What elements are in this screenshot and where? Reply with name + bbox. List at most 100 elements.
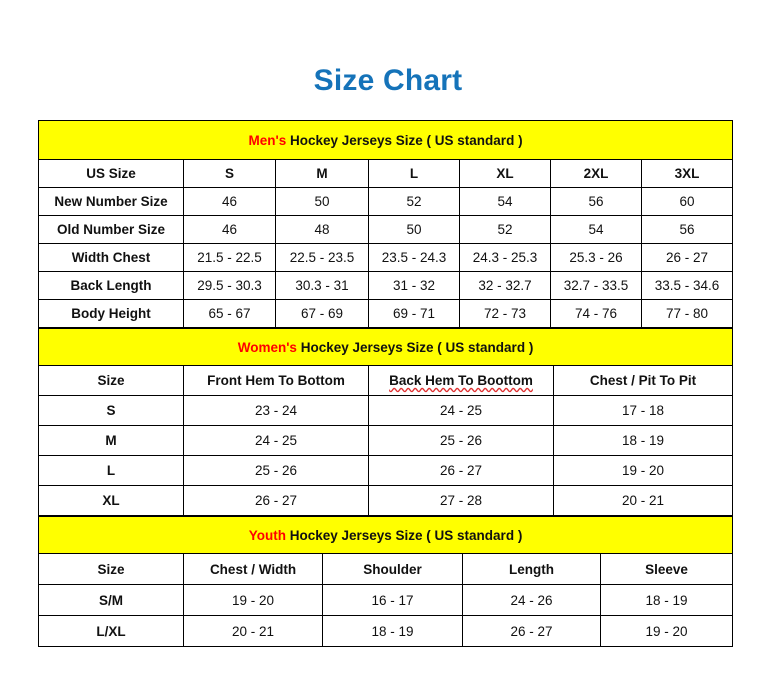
cell: 56 — [550, 187, 642, 216]
cell: 69 - 71 — [368, 299, 460, 328]
mens-band-rest: Hockey Jerseys Size ( US standard ) — [286, 132, 523, 148]
womens-col-header: Front Hem To Bottom — [183, 365, 369, 396]
youth-section-band: Youth Hockey Jerseys Size ( US standard … — [37, 516, 734, 554]
cell: 46 — [183, 215, 276, 244]
youth-col-header: Sleeve — [599, 553, 734, 585]
row-label: L — [38, 455, 184, 486]
cell: 48 — [275, 215, 369, 244]
cell: 32.7 - 33.5 — [550, 271, 642, 300]
youth-band-accent: Youth — [248, 527, 286, 543]
cell: 26 - 27 — [368, 455, 554, 486]
youth-header-row: Size Chest / Width Shoulder Length Sleev… — [38, 553, 734, 585]
cell: 26 - 27 — [183, 485, 369, 516]
cell: 54 — [459, 187, 551, 216]
cell: 16 - 17 — [322, 584, 463, 616]
table-row: M 24 - 25 25 - 26 18 - 19 — [38, 425, 734, 456]
cell: 20 - 21 — [183, 615, 323, 647]
row-label: Body Height — [38, 299, 184, 328]
cell: 26 - 27 — [640, 243, 734, 272]
womens-band-accent: Women's — [237, 339, 297, 355]
misspelled-word: Back Hem To Boottom — [389, 373, 533, 388]
size-tables: Men's Hockey Jerseys Size ( US standard … — [37, 120, 734, 647]
row-label: New Number Size — [38, 187, 184, 216]
cell: 25 - 26 — [368, 425, 554, 456]
womens-col-header-misspelled: Back Hem To Boottom — [368, 365, 554, 396]
cell: 77 - 80 — [640, 299, 734, 328]
cell: 72 - 73 — [459, 299, 551, 328]
table-row: L/XL 20 - 21 18 - 19 26 - 27 19 - 20 — [38, 615, 734, 647]
cell: 52 — [459, 215, 551, 244]
cell: 27 - 28 — [368, 485, 554, 516]
cell: 65 - 67 — [183, 299, 276, 328]
youth-col-header: Shoulder — [322, 553, 463, 585]
table-row: S 23 - 24 24 - 25 17 - 18 — [38, 395, 734, 426]
cell: 30.3 - 31 — [275, 271, 369, 300]
mens-section-band-row: Men's Hockey Jerseys Size ( US standard … — [37, 120, 734, 160]
table-row: New Number Size 46 50 52 54 56 60 — [38, 187, 734, 216]
mens-header-row: US Size S M L XL 2XL 3XL — [38, 159, 734, 188]
mens-col-header: L — [368, 159, 460, 188]
mens-col-header: 2XL — [550, 159, 642, 188]
youth-size-table: Youth Hockey Jerseys Size ( US standard … — [37, 516, 734, 647]
table-row: Body Height 65 - 67 67 - 69 69 - 71 72 -… — [38, 299, 734, 328]
youth-col-header: Size — [38, 553, 184, 585]
womens-band-rest: Hockey Jerseys Size ( US standard ) — [296, 339, 534, 355]
cell: 50 — [368, 215, 460, 244]
mens-band-accent: Men's — [248, 132, 287, 148]
cell: 67 - 69 — [275, 299, 369, 328]
cell: 24.3 - 25.3 — [459, 243, 551, 272]
cell: 60 — [640, 187, 734, 216]
cell: 31 - 32 — [368, 271, 460, 300]
table-row: Width Chest 21.5 - 22.5 22.5 - 23.5 23.5… — [38, 243, 734, 272]
cell: 22.5 - 23.5 — [275, 243, 369, 272]
cell: 25.3 - 26 — [550, 243, 642, 272]
womens-section-band: Women's Hockey Jerseys Size ( US standar… — [37, 328, 734, 366]
cell: 19 - 20 — [599, 615, 734, 647]
cell: 18 - 19 — [552, 425, 734, 456]
womens-col-header: Chest / Pit To Pit — [552, 365, 734, 396]
cell: 74 - 76 — [550, 299, 642, 328]
womens-header-row: Size Front Hem To Bottom Back Hem To Boo… — [38, 365, 734, 396]
cell: 46 — [183, 187, 276, 216]
mens-col-header: M — [275, 159, 369, 188]
cell: 19 - 20 — [183, 584, 323, 616]
cell: 18 - 19 — [599, 584, 734, 616]
mens-size-table: Men's Hockey Jerseys Size ( US standard … — [37, 120, 734, 328]
cell: 32 - 32.7 — [459, 271, 551, 300]
cell: 33.5 - 34.6 — [640, 271, 734, 300]
cell: 21.5 - 22.5 — [183, 243, 276, 272]
youth-section-band-row: Youth Hockey Jerseys Size ( US standard … — [37, 516, 734, 554]
row-label: Back Length — [38, 271, 184, 300]
row-label: S — [38, 395, 184, 426]
womens-col-header: Size — [38, 365, 184, 396]
cell: 54 — [550, 215, 642, 244]
row-label: Old Number Size — [38, 215, 184, 244]
cell: 17 - 18 — [552, 395, 734, 426]
row-label: L/XL — [38, 615, 184, 647]
mens-col-header: S — [183, 159, 276, 188]
youth-col-header: Length — [462, 553, 601, 585]
cell: 23.5 - 24.3 — [368, 243, 460, 272]
mens-col-header: US Size — [38, 159, 184, 188]
cell: 24 - 26 — [462, 584, 601, 616]
row-label: M — [38, 425, 184, 456]
cell: 29.5 - 30.3 — [183, 271, 276, 300]
cell: 56 — [640, 215, 734, 244]
mens-section-band: Men's Hockey Jerseys Size ( US standard … — [37, 120, 734, 160]
cell: 18 - 19 — [322, 615, 463, 647]
table-row: S/M 19 - 20 16 - 17 24 - 26 18 - 19 — [38, 584, 734, 616]
row-label: XL — [38, 485, 184, 516]
cell: 26 - 27 — [462, 615, 601, 647]
table-row: XL 26 - 27 27 - 28 20 - 21 — [38, 485, 734, 516]
cell: 25 - 26 — [183, 455, 369, 486]
youth-col-header: Chest / Width — [183, 553, 323, 585]
table-row: Old Number Size 46 48 50 52 54 56 — [38, 215, 734, 244]
page-title: Size Chart — [313, 64, 463, 97]
mens-col-header: XL — [459, 159, 551, 188]
cell: 19 - 20 — [552, 455, 734, 486]
cell: 23 - 24 — [183, 395, 369, 426]
womens-section-band-row: Women's Hockey Jerseys Size ( US standar… — [37, 328, 734, 366]
cell: 50 — [275, 187, 369, 216]
mens-col-header: 3XL — [640, 159, 734, 188]
